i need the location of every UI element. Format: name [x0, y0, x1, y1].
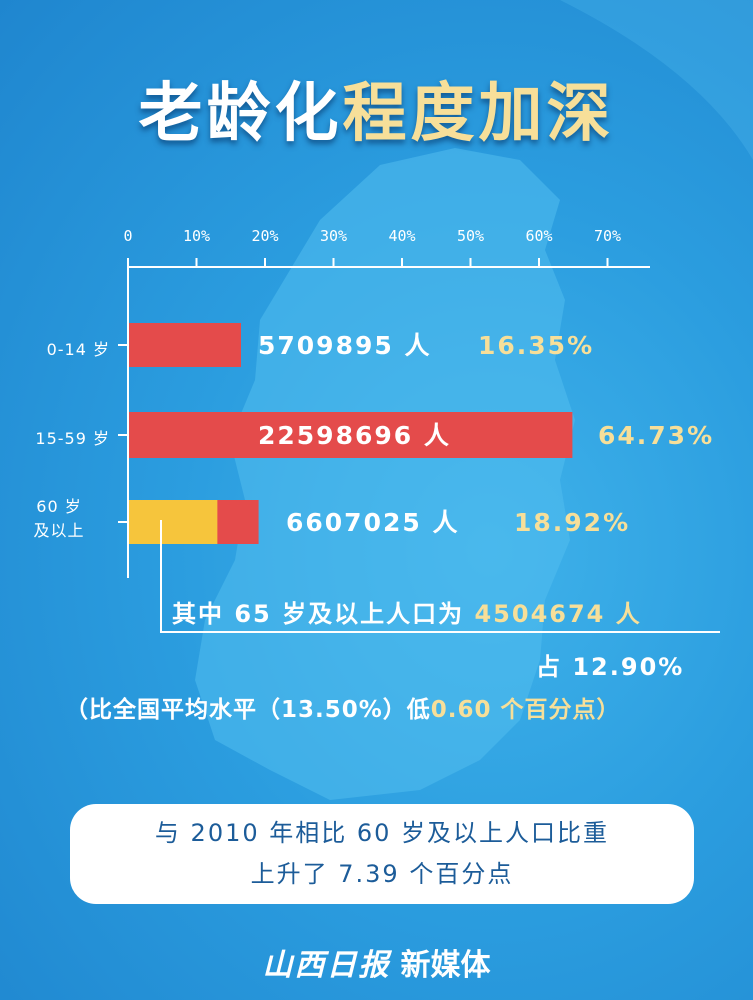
x-tick-label: 60% — [525, 227, 552, 245]
annotation-line-2: 占 12.90% — [536, 647, 684, 682]
bars — [118, 323, 573, 544]
annotation-connector — [160, 520, 720, 633]
percent-label-2: 18.92% — [514, 508, 630, 537]
bar-1 — [129, 412, 573, 458]
title-white: 老龄化 — [138, 77, 343, 151]
annotation-65plus-count: 4504674 人 — [474, 600, 642, 628]
annotation-line-3: （比全国平均水平（13.50%）低0.60 个百分点） — [65, 690, 735, 724]
summary-box: 与 2010 年相比 60 岁及以上人口比重 上升了 7.39 个百分点 — [70, 804, 694, 904]
bar-0 — [129, 323, 241, 367]
summary-line-1: 与 2010 年相比 60 岁及以上人口比重 — [154, 819, 610, 847]
bar-65plus-segment — [129, 500, 218, 544]
x-tick-label: 50% — [457, 227, 484, 245]
category-label-0: 0-14 岁 — [10, 336, 110, 360]
category-label-2: 60 岁 及以上 — [10, 495, 108, 543]
x-tick-label: 70% — [594, 227, 621, 245]
title-gold: 程度加深 — [342, 77, 615, 151]
annotation-comparison: （比全国平均水平（13.50%）低 — [65, 697, 431, 723]
x-tick-label: 0 — [123, 227, 132, 245]
x-tick-label: 20% — [251, 227, 278, 245]
percent-label-0: 16.35% — [478, 331, 594, 360]
x-axis-ticks: 0 10% 20% 30% 40% 50% 60% 70% — [123, 227, 621, 267]
x-tick-label: 40% — [388, 227, 415, 245]
brand-suffix: 新媒体 — [400, 948, 491, 983]
x-tick-label: 30% — [320, 227, 347, 245]
bar-labels: 5709895 人 16.35% 22598696 人 64.73% 6607025 人… — [258, 331, 714, 537]
brand-logo: 山西日报 — [262, 948, 391, 983]
brand-footer: 山西日报 新媒体 — [0, 940, 753, 984]
page-title: 老龄化程度加深 — [0, 62, 753, 154]
annotation-line-1: 其中 65 岁及以上人口为 4504674 人 — [172, 594, 732, 629]
annotation-share: 占 12.90% — [536, 653, 685, 681]
summary-line-2: 上升了 7.39 个百分点 — [250, 860, 514, 888]
population-label-0: 5709895 人 — [258, 331, 431, 360]
x-tick-label: 10% — [183, 227, 210, 245]
category-text-0: 0-14 岁 — [46, 340, 110, 359]
annotation-difference: 0.60 个百分点） — [430, 697, 621, 723]
percent-label-1: 64.73% — [598, 421, 714, 450]
category-text-2: 60 岁 及以上 — [33, 497, 85, 540]
population-label-1: 22598696 人 — [258, 421, 451, 450]
category-text-1: 15-59 岁 — [35, 429, 110, 448]
population-label-2: 6607025 人 — [286, 508, 459, 537]
annotation-prefix: 其中 65 岁及以上人口为 — [172, 600, 465, 628]
category-label-1: 15-59 岁 — [5, 425, 110, 449]
